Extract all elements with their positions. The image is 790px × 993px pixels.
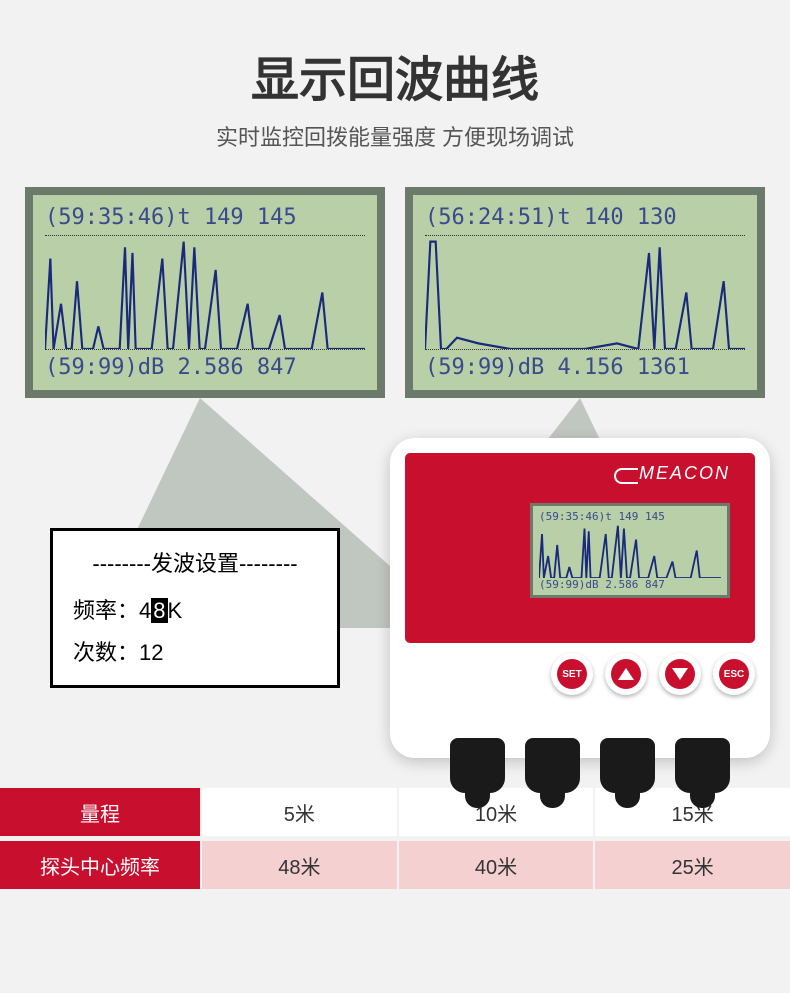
frequency-setting: 频率：48K xyxy=(73,593,317,625)
freq-cell: 48米 xyxy=(202,841,397,889)
range-cell: 5米 xyxy=(202,788,397,836)
device-lcd: (59:35:46)t 149 145 (59:99)dB 2.586 847 xyxy=(530,503,730,598)
esc-button-label: ESC xyxy=(719,659,749,689)
spec-table: 量程 5米 10米 15米 探头中心频率 48米 40米 25米 xyxy=(0,788,790,889)
count-setting: 次数：12 xyxy=(73,635,317,667)
lcd2-top-readout: (56:24:51)t 140 130 xyxy=(425,205,745,230)
subtitle: 实时监控回拨能量强度 方便现场调试 xyxy=(0,120,790,152)
table-row: 量程 5米 10米 15米 xyxy=(0,788,790,836)
freq-header: 探头中心频率 xyxy=(0,841,200,889)
freq-cursor[interactable]: 8 xyxy=(151,598,167,623)
lcd2-waveform xyxy=(425,235,745,350)
lcd-display-2: (56:24:51)t 140 130 (59:99)dB 4.156 1361 xyxy=(405,187,765,398)
mini-wave-line xyxy=(539,526,721,578)
table-row: 探头中心频率 48米 40米 25米 xyxy=(0,841,790,889)
brand-logo: MEACON xyxy=(639,463,730,484)
wave2-line xyxy=(425,242,745,349)
set-button-label: SET xyxy=(557,659,587,689)
freq-label: 频率：4 xyxy=(73,598,151,623)
lcd1-top-readout: (59:35:46)t 149 145 xyxy=(45,205,365,230)
cable-connector xyxy=(525,738,580,793)
up-arrow-icon xyxy=(618,668,634,680)
wave-settings-panel: --------发波设置-------- 频率：48K 次数：12 xyxy=(50,528,340,688)
count-label: 次数： xyxy=(73,640,139,665)
cable-connector xyxy=(450,738,505,793)
lcd-display-1: (59:35:46)t 149 145 (59:99)dB 2.586 847 xyxy=(25,187,385,398)
device-faceplate: MEACON (59:35:46)t 149 145 (59:99)dB 2.5… xyxy=(405,453,755,643)
set-button[interactable]: SET xyxy=(551,653,593,695)
esc-button[interactable]: ESC xyxy=(713,653,755,695)
lcd2-bottom-readout: (59:99)dB 4.156 1361 xyxy=(425,355,745,380)
freq-cell: 40米 xyxy=(399,841,594,889)
meacon-device: MEACON (59:35:46)t 149 145 (59:99)dB 2.5… xyxy=(390,438,770,758)
up-button[interactable] xyxy=(605,653,647,695)
lcd1-bottom-readout: (59:99)dB 2.586 847 xyxy=(45,355,365,380)
count-value: 12 xyxy=(139,640,163,665)
freq-suffix: K xyxy=(168,598,183,623)
down-arrow-icon xyxy=(672,668,688,680)
settings-title: --------发波设置-------- xyxy=(73,546,317,578)
wave1-line xyxy=(45,242,365,349)
mini-lcd-top: (59:35:46)t 149 145 xyxy=(539,510,721,523)
mini-lcd-wave xyxy=(539,523,721,578)
cable-connector xyxy=(675,738,730,793)
down-button[interactable] xyxy=(659,653,701,695)
main-title: 显示回波曲线 xyxy=(0,40,790,110)
lcd1-waveform xyxy=(45,235,365,350)
cable-connector xyxy=(600,738,655,793)
mini-lcd-bottom: (59:99)dB 2.586 847 xyxy=(539,578,721,591)
freq-cell: 25米 xyxy=(595,841,790,889)
range-header: 量程 xyxy=(0,788,200,836)
